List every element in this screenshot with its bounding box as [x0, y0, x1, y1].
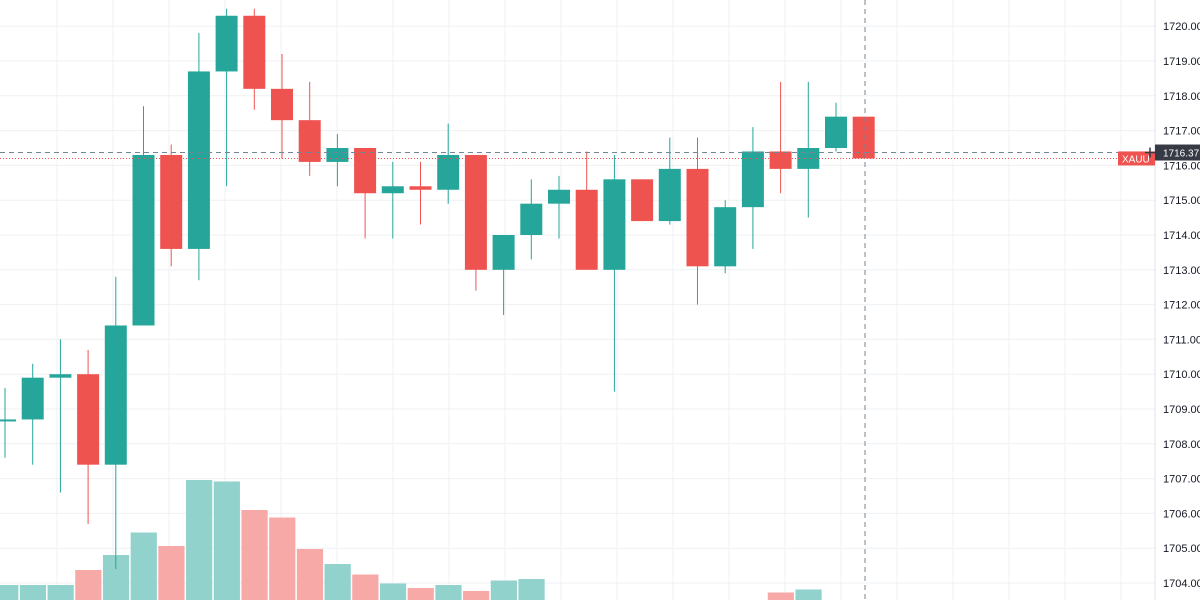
candle-body — [631, 179, 654, 222]
y-tick-label: 1711.00 — [1163, 334, 1200, 346]
candle-body — [354, 148, 377, 194]
y-tick-label: 1704.00 — [1163, 578, 1200, 590]
y-tick-label: 1705.00 — [1163, 543, 1200, 555]
y-tick-label: 1714.00 — [1163, 230, 1200, 242]
volume-bar — [19, 585, 47, 600]
candle-body — [575, 189, 598, 270]
candle-body — [215, 15, 238, 72]
candle-body — [298, 120, 321, 162]
candle-body — [187, 71, 210, 249]
candle-body — [769, 151, 792, 169]
candle-body — [797, 148, 820, 169]
price-overlays — [0, 0, 1155, 600]
candle-body — [714, 207, 737, 267]
symbol-tag-label: XAUU — [1122, 154, 1150, 165]
candle-body — [49, 374, 72, 378]
candle-body — [548, 189, 570, 204]
candle-body — [132, 154, 155, 326]
y-tick-label: 1717.00 — [1163, 126, 1200, 138]
candle-body — [104, 325, 127, 465]
price-axis[interactable]: 1704.00 1705.00 1706.00 1707.00 1708.00 1709.… — [1118, 0, 1200, 600]
volume-bar — [379, 583, 407, 600]
y-tick-label: 1712.00 — [1163, 300, 1200, 312]
candle-body — [21, 377, 44, 420]
volume-bar — [130, 532, 157, 600]
candle-body — [381, 186, 404, 194]
volume-bar — [435, 585, 462, 600]
candle-body — [520, 203, 543, 235]
volume-bar — [296, 549, 324, 600]
candle-body — [271, 88, 293, 121]
volume-bar — [269, 517, 296, 600]
chart-grid — [0, 0, 1155, 600]
candle-body — [686, 168, 709, 267]
candle-body — [437, 154, 460, 190]
plus-icon[interactable] — [1145, 147, 1155, 158]
y-tick-label: 1718.00 — [1163, 91, 1200, 103]
y-tick-label: 1710.00 — [1163, 369, 1200, 381]
volume-bars — [0, 480, 822, 600]
volume-bar — [490, 580, 517, 600]
candle-body — [492, 235, 515, 270]
volume-bar — [324, 564, 351, 600]
volume-bar — [795, 589, 822, 600]
candle-body — [852, 116, 875, 159]
volume-bar — [47, 585, 74, 600]
y-tick-label: 1708.00 — [1163, 439, 1200, 451]
candle-body — [409, 186, 432, 190]
y-tick-label: 1713.00 — [1163, 265, 1200, 277]
candle-body — [160, 154, 183, 249]
volume-bar — [463, 591, 490, 600]
candle-body — [326, 148, 349, 162]
y-tick-label: 1707.00 — [1163, 474, 1200, 486]
volume-bar — [75, 570, 102, 600]
crosshair-price-background — [1155, 144, 1200, 161]
volume-bar — [158, 546, 185, 600]
crosshair-price-label: 1716.37 — [1163, 149, 1200, 160]
candle-body — [825, 116, 847, 148]
volume-bar — [518, 579, 545, 600]
candle-body — [243, 15, 266, 89]
y-tick-label: 1720.00 — [1163, 21, 1200, 33]
candle-body — [0, 419, 16, 422]
price-axis-background — [1155, 0, 1200, 600]
volume-bar — [213, 481, 240, 600]
y-tick-label: 1716.00 — [1163, 160, 1200, 172]
y-tick-label: 1719.00 — [1163, 56, 1200, 68]
candle-body — [464, 154, 487, 270]
candle-body — [77, 374, 100, 465]
candle-body — [741, 151, 764, 208]
volume-bar — [241, 510, 268, 600]
volume-bar — [352, 574, 379, 600]
volume-bar — [0, 585, 19, 600]
candle-body — [658, 168, 681, 222]
symbol-tag — [1118, 151, 1155, 166]
y-tick-label: 1706.00 — [1163, 508, 1200, 520]
candle-body — [603, 179, 626, 270]
volume-bar — [186, 480, 213, 600]
y-tick-label: 1709.00 — [1163, 404, 1200, 416]
volume-bar — [407, 588, 434, 600]
volume-bar — [767, 592, 794, 600]
candles — [0, 8, 875, 570]
y-tick-label: 1715.00 — [1163, 195, 1200, 207]
